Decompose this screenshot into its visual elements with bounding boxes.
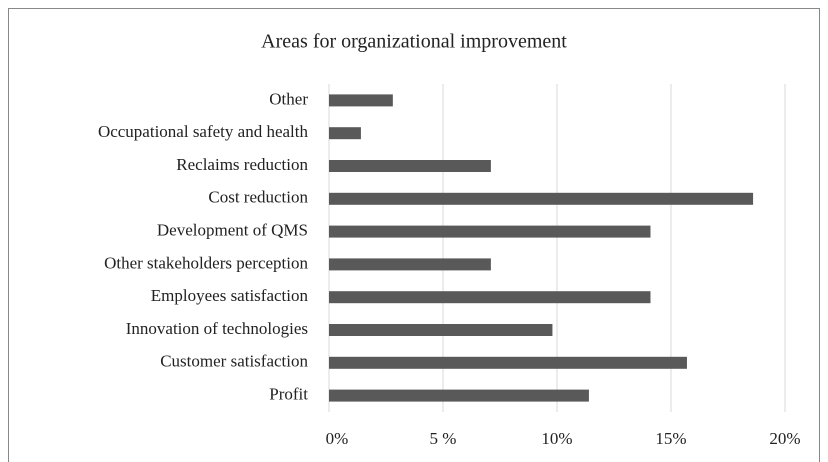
y-tick-label: Occupational safety and health — [98, 122, 309, 141]
y-tick-label: Other stakeholders perception — [104, 253, 308, 272]
y-tick-label: Employees satisfaction — [151, 286, 309, 305]
bar — [329, 291, 651, 304]
y-tick-label: Customer satisfaction — [160, 352, 308, 371]
y-tick-label: Reclaims reduction — [176, 155, 308, 174]
y-tick-label: Development of QMS — [157, 221, 308, 240]
y-tick-label: Other — [269, 89, 308, 108]
y-tick-label: Cost reduction — [208, 188, 308, 207]
bar — [329, 389, 589, 402]
bar — [329, 127, 361, 140]
x-tick-label: 20% — [769, 429, 800, 448]
x-tick-label: 10% — [541, 429, 572, 448]
bar — [329, 356, 687, 369]
bar — [329, 94, 393, 107]
y-tick-label: Profit — [269, 385, 308, 404]
x-tick-label: 0% — [326, 429, 349, 448]
bar — [329, 258, 491, 271]
x-tick-label: 5 % — [430, 429, 457, 448]
x-tick-label: 15% — [655, 429, 686, 448]
bar — [329, 192, 754, 205]
bar — [329, 324, 553, 336]
y-tick-label: Innovation of technologies — [126, 319, 308, 338]
bar — [329, 225, 651, 238]
chart-title: Areas for organizational improvement — [261, 31, 567, 53]
bar — [329, 160, 491, 172]
